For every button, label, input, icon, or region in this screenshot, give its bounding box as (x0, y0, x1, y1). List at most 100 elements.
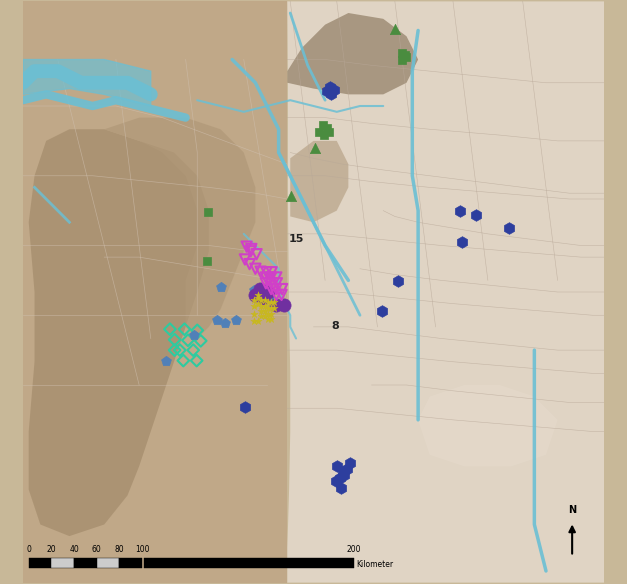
Point (263, 304, 273, 313)
Point (192, 326, 203, 335)
Point (310, 298, 320, 307)
Point (271, 284, 282, 294)
Point (314, 127, 324, 136)
Point (229, 335, 240, 344)
Point (287, 304, 297, 313)
Point (179, 325, 189, 334)
Point (241, 311, 251, 321)
Point (297, 304, 307, 313)
Point (216, 283, 226, 292)
Point (277, 284, 287, 294)
Point (269, 298, 279, 307)
Point (249, 296, 259, 305)
Point (271, 290, 282, 300)
Point (400, 51, 410, 60)
Point (241, 242, 251, 251)
Point (231, 315, 241, 325)
Point (248, 346, 258, 355)
Point (419, 136, 429, 145)
Point (326, 90, 336, 99)
Point (240, 402, 250, 411)
Point (252, 357, 262, 366)
Point (235, 357, 245, 366)
Point (325, 82, 335, 92)
Point (241, 346, 251, 355)
Point (292, 305, 302, 314)
Point (269, 418, 279, 427)
Text: 8: 8 (332, 321, 339, 331)
Polygon shape (29, 129, 209, 536)
Point (247, 351, 257, 360)
Point (246, 324, 256, 333)
Point (253, 346, 263, 355)
Point (236, 346, 246, 355)
Point (277, 290, 287, 300)
Point (260, 307, 270, 316)
Point (255, 284, 265, 294)
Point (455, 206, 465, 215)
Point (261, 273, 271, 282)
Point (169, 346, 179, 355)
Point (241, 335, 251, 344)
Point (260, 301, 270, 311)
Point (503, 224, 514, 233)
Point (203, 207, 213, 217)
Point (250, 291, 260, 300)
Point (263, 298, 273, 307)
Point (161, 356, 171, 365)
Point (293, 298, 303, 307)
Point (256, 296, 266, 305)
Point (220, 318, 230, 328)
Point (234, 335, 245, 344)
Point (251, 249, 261, 259)
Point (246, 357, 256, 366)
Point (231, 346, 241, 355)
Point (319, 120, 329, 130)
Text: Kilometer: Kilometer (357, 560, 394, 569)
Point (230, 323, 240, 332)
Point (342, 465, 352, 474)
Point (319, 130, 329, 140)
Point (245, 259, 255, 269)
Point (188, 346, 198, 355)
Point (235, 317, 245, 326)
Point (322, 123, 332, 132)
Bar (29, 558, 51, 568)
Text: 40: 40 (69, 545, 79, 554)
Point (292, 311, 302, 320)
Point (253, 291, 263, 300)
Point (236, 351, 246, 360)
Point (275, 420, 285, 429)
Point (201, 256, 211, 265)
Point (219, 340, 229, 349)
Point (229, 329, 239, 338)
Point (257, 405, 267, 415)
Point (456, 237, 466, 246)
Point (260, 312, 270, 321)
Point (225, 346, 235, 355)
Point (339, 471, 349, 480)
Point (297, 310, 307, 319)
Point (253, 317, 263, 326)
Point (246, 369, 256, 378)
Point (196, 336, 206, 346)
Point (263, 407, 273, 416)
Point (246, 318, 256, 328)
Bar (144, 558, 354, 568)
Point (263, 287, 273, 297)
Point (288, 299, 298, 308)
Point (250, 264, 260, 273)
Point (266, 267, 277, 277)
Text: N: N (568, 505, 576, 515)
Point (256, 267, 266, 276)
Point (165, 325, 175, 334)
Point (263, 314, 273, 324)
Point (251, 363, 261, 372)
Point (240, 255, 250, 264)
Point (251, 380, 261, 390)
Point (401, 53, 411, 62)
Point (287, 310, 297, 319)
Point (329, 85, 339, 95)
Point (261, 267, 271, 277)
Point (241, 363, 251, 372)
